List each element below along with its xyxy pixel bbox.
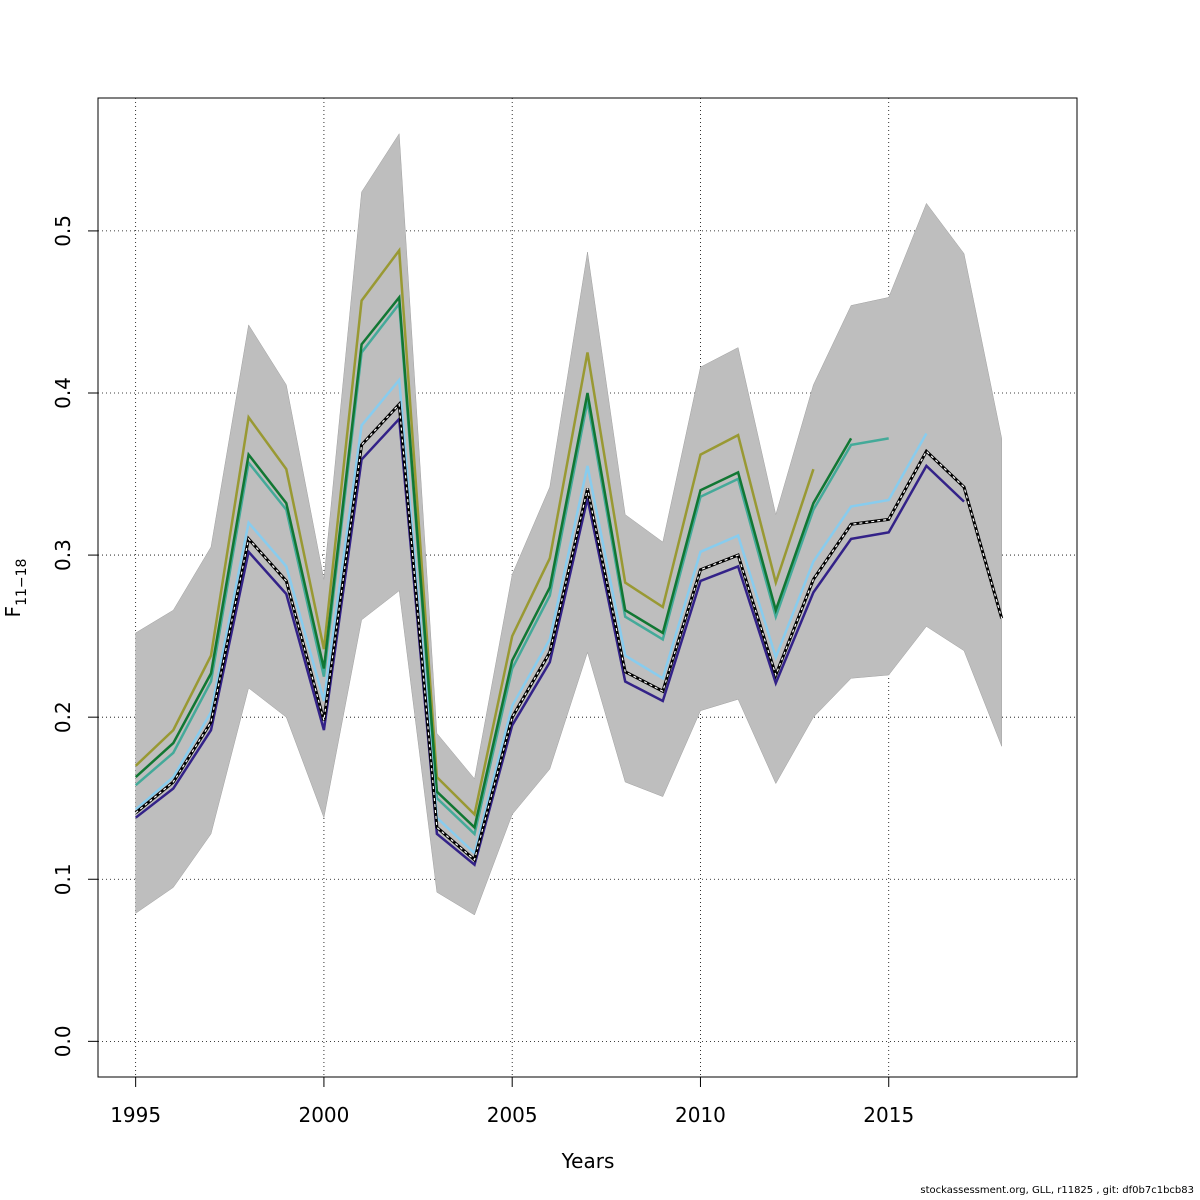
y-tick-label: 0.5	[51, 215, 75, 247]
y-axis-title-base: F	[1, 606, 25, 618]
series-line-3	[134, 294, 853, 830]
series-line-2	[134, 300, 889, 837]
y-tick-label: 0.0	[51, 1025, 75, 1057]
y-tick-label: 0.4	[51, 377, 75, 409]
y-axis: 0.0 0.1 0.2 0.3 0.4 0.5	[51, 215, 99, 1057]
x-axis-title: Years	[561, 1149, 615, 1173]
x-tick-label: 2015	[863, 1103, 914, 1127]
x-tick-label: 1995	[110, 1103, 161, 1127]
series-line-6-dash	[135, 402, 1003, 861]
footer-credit: stockassessment.org, GLL, r11825 , git: …	[920, 1185, 1194, 1196]
x-tick-label: 2000	[298, 1103, 349, 1127]
confidence-band	[135, 132, 1002, 916]
series-line-5	[134, 415, 965, 867]
series-line-4	[134, 376, 928, 856]
y-axis-title: F11−18	[1, 559, 30, 618]
y-tick-label: 0.1	[51, 863, 75, 895]
y-axis-title-sub: 11−18	[14, 559, 30, 606]
y-tick-label: 0.2	[51, 701, 75, 733]
series-line-1	[134, 246, 815, 817]
x-axis: 1995 2000 2005 2010 2015	[110, 1076, 914, 1127]
confidence-band-layer	[135, 132, 1002, 916]
x-tick-label: 2010	[675, 1103, 726, 1127]
y-tick-label: 0.3	[51, 539, 75, 571]
series-layer	[134, 246, 1004, 867]
x-tick-label: 2005	[487, 1103, 538, 1127]
